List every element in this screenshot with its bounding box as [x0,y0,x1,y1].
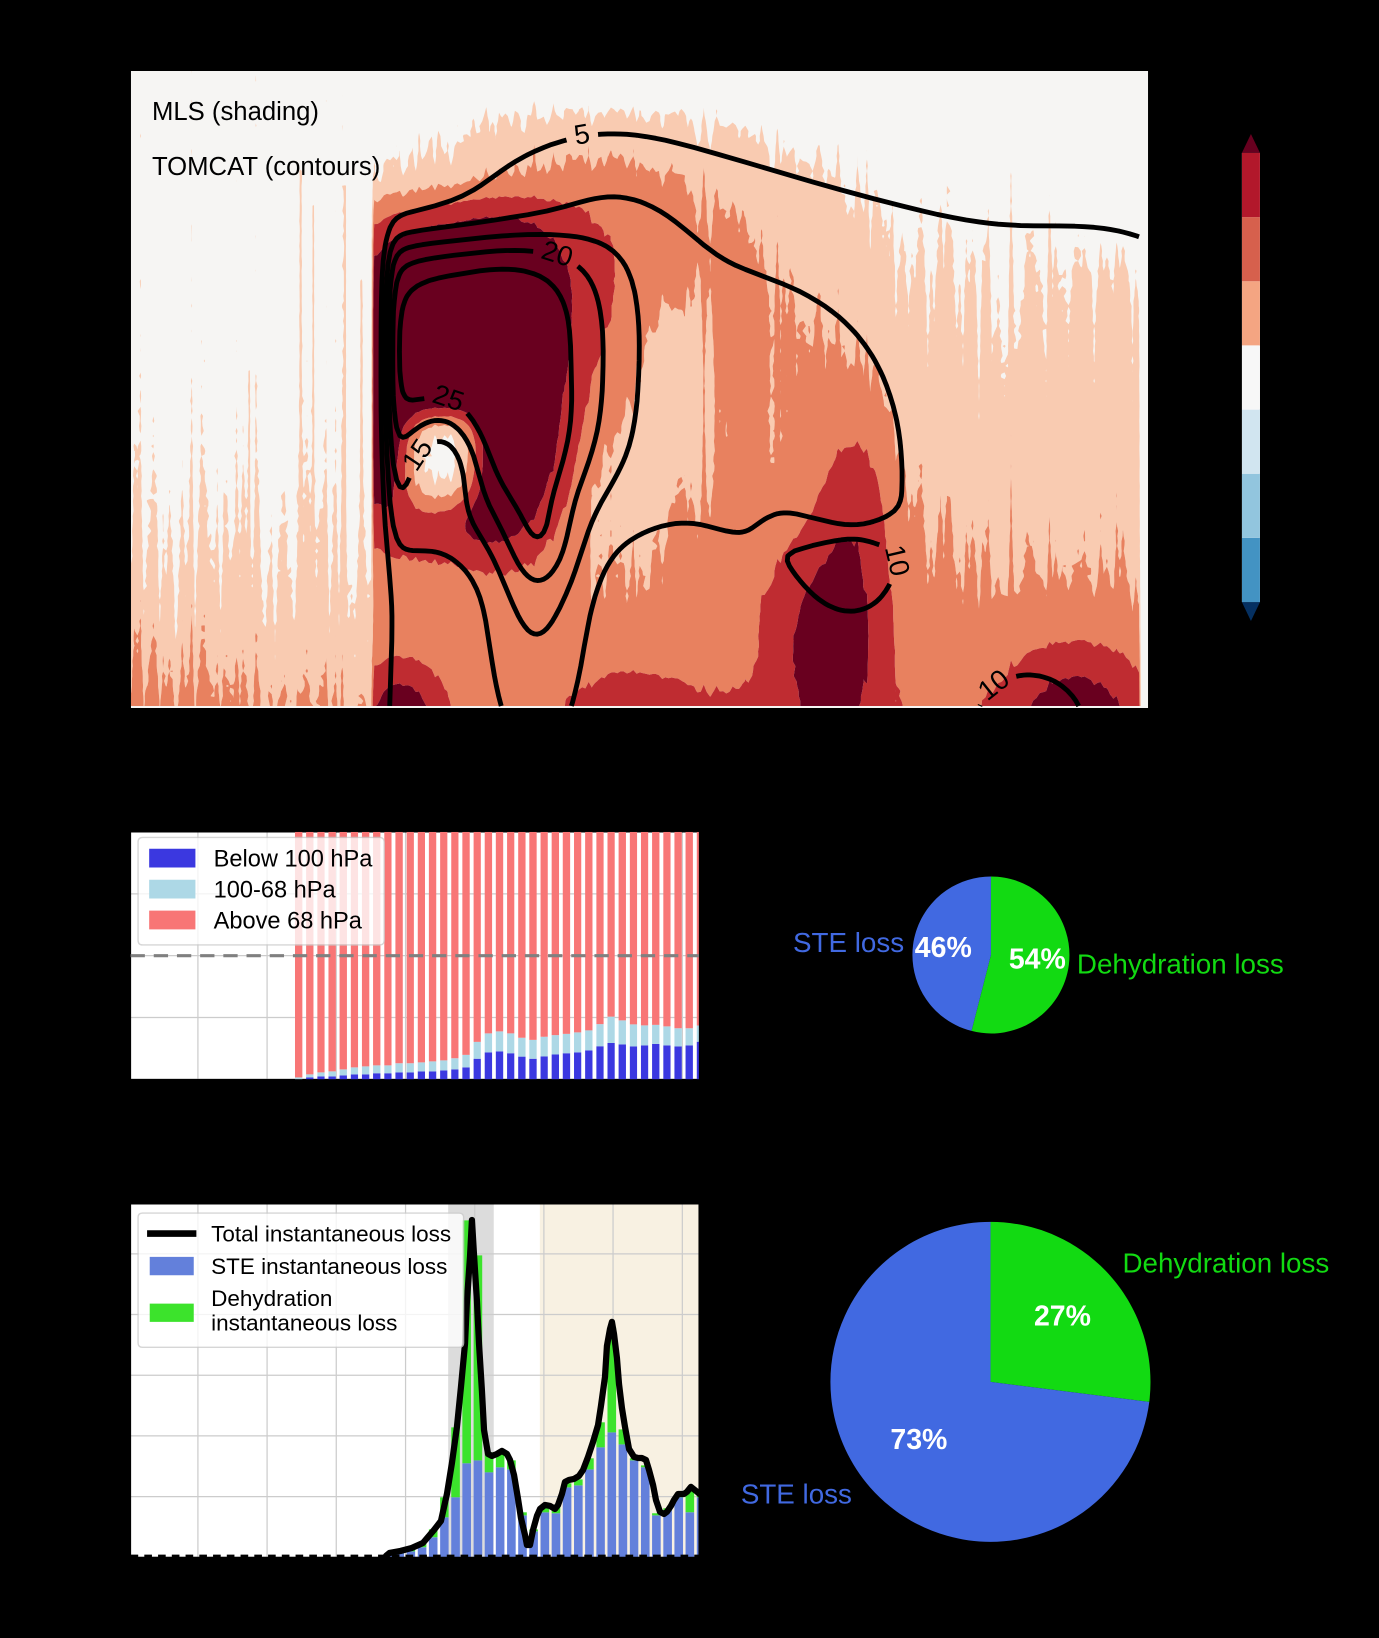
svg-text:46%: 46% [915,932,972,964]
svg-text:10: 10 [879,542,916,579]
svg-text:Below 100 hPa: Below 100 hPa [214,846,374,872]
svg-text:instantaneous loss: instantaneous loss [211,1310,397,1335]
svg-text:27%: 27% [1034,1301,1091,1333]
svg-text:STE instantaneous loss: STE instantaneous loss [211,1254,447,1279]
svg-text:Total instantaneous loss: Total instantaneous loss [211,1222,451,1247]
svg-text:TOMCAT (contours): TOMCAT (contours) [152,153,380,181]
svg-text:73%: 73% [890,1424,947,1456]
svg-text:Dehydration: Dehydration [211,1286,332,1311]
svg-text:Dehydration loss: Dehydration loss [1122,1248,1329,1279]
svg-text:Above 68 hPa: Above 68 hPa [214,908,363,934]
svg-text:STE loss: STE loss [793,927,904,958]
svg-text:54%: 54% [1009,944,1066,976]
svg-text:STE loss: STE loss [741,1479,852,1510]
svg-text:100-68 hPa: 100-68 hPa [214,877,337,903]
svg-text:5: 5 [572,118,593,151]
svg-text:MLS (shading): MLS (shading) [152,98,319,126]
svg-text:Dehydration loss: Dehydration loss [1077,949,1284,980]
